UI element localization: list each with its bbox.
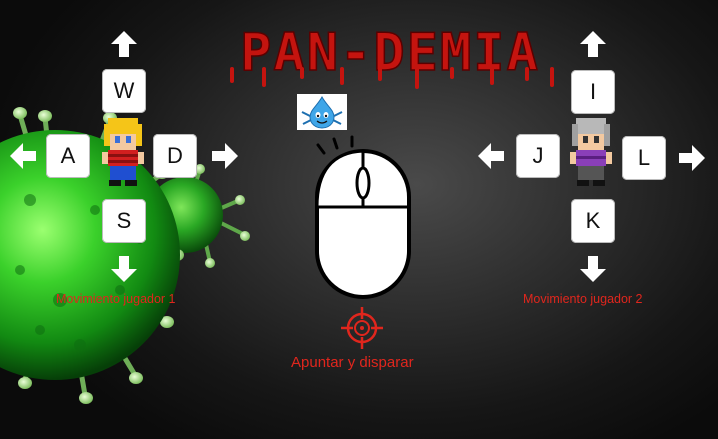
arrow-right-icon [679, 145, 705, 171]
key-k: K [571, 199, 615, 243]
arrow-right-icon [212, 143, 238, 169]
mouse-icon [315, 135, 411, 299]
arrow-up-icon [111, 31, 137, 57]
arrow-left-icon [10, 143, 36, 169]
player2-sprite [570, 118, 612, 186]
game-title: PAN-DEMIA [240, 23, 540, 83]
key-j: J [516, 134, 560, 178]
game-title-logo: PAN-DEMIA [230, 22, 554, 89]
key-a: A [46, 134, 90, 178]
key-s: S [102, 199, 146, 243]
key-w: W [102, 69, 146, 113]
arrow-up-icon [580, 31, 606, 57]
player1-caption: Movimiento jugador 1 [56, 292, 176, 306]
arrow-down-icon [580, 256, 606, 282]
key-i: I [571, 70, 615, 114]
key-l: L [622, 136, 666, 180]
player2-caption: Movimiento jugador 2 [523, 292, 643, 306]
mouse-caption: Apuntar y disparar [291, 354, 414, 371]
arrow-down-icon [111, 256, 137, 282]
key-d: D [153, 134, 197, 178]
water-drop-icon [297, 94, 347, 130]
player1-sprite [102, 118, 144, 186]
crosshair-icon [341, 307, 383, 349]
arrow-left-icon [478, 143, 504, 169]
